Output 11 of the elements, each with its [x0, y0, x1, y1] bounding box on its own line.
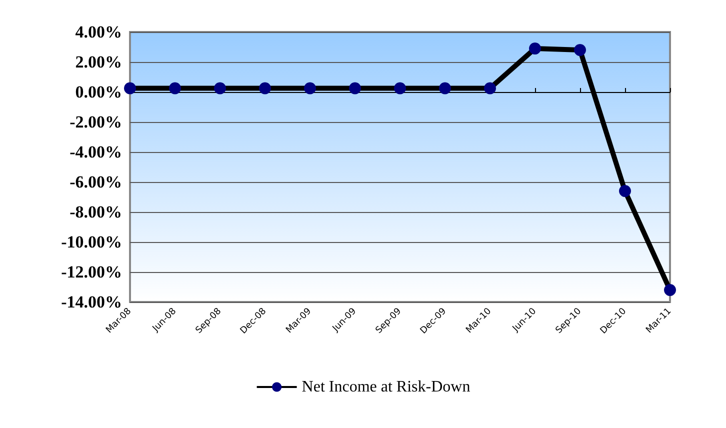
y-tick-label: 2.00% — [75, 52, 122, 72]
y-tick-label: -12.00% — [61, 262, 122, 282]
y-tick-label: 0.00% — [75, 82, 122, 102]
y-tick-label: 4.00% — [75, 22, 122, 42]
y-tick-label: -2.00% — [70, 112, 122, 132]
y-tick-label: -6.00% — [70, 172, 122, 192]
y-tick-label: -8.00% — [70, 202, 122, 222]
y-tick-label: -10.00% — [61, 232, 122, 252]
y-tick-label: -4.00% — [70, 142, 122, 162]
legend-label: Net Income at Risk-Down — [302, 378, 470, 396]
y-tick-label: -14.00% — [61, 292, 122, 312]
